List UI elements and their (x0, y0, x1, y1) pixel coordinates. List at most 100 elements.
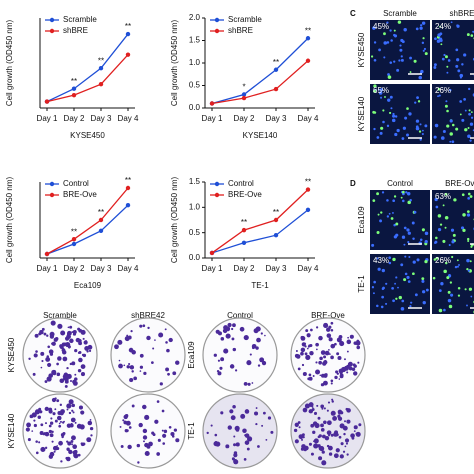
colony (142, 428, 148, 434)
colony (249, 353, 252, 356)
colony (146, 335, 151, 341)
colony (69, 423, 74, 428)
colony (311, 408, 315, 411)
cell (376, 231, 380, 235)
colony (74, 421, 77, 424)
cell (456, 259, 459, 262)
cell (372, 292, 375, 295)
colony (302, 371, 307, 377)
culture-plate (202, 317, 278, 393)
cell (401, 299, 405, 303)
cell (382, 109, 385, 112)
colony (80, 372, 86, 377)
colony (40, 446, 46, 452)
colony (312, 421, 318, 426)
cell (446, 109, 449, 113)
colony (90, 434, 93, 437)
colony (346, 419, 351, 424)
colony (310, 423, 315, 428)
colony (25, 427, 30, 432)
colony (68, 399, 74, 405)
y-tick-label: 1.5 (189, 177, 201, 186)
cell (394, 132, 398, 137)
cell (470, 245, 473, 248)
cell (463, 98, 466, 101)
column-label: shBRE (450, 9, 474, 18)
colony (86, 437, 92, 443)
colony (60, 409, 65, 414)
y-tick-label: 0.5 (189, 81, 201, 90)
y-tick-label: 0.0 (189, 253, 201, 262)
colony (151, 431, 155, 435)
cell (406, 228, 410, 232)
x-tick-label: Day 1 (202, 264, 223, 273)
cell (466, 210, 470, 213)
colony (34, 333, 39, 338)
colony (146, 444, 151, 449)
x-tick-label: Day 3 (91, 264, 112, 273)
colony (355, 431, 361, 437)
y-tick-label: 1.0 (189, 58, 201, 67)
colony (327, 401, 331, 404)
cell (468, 287, 473, 291)
colony (337, 356, 342, 361)
cell (453, 198, 457, 202)
cell (469, 260, 472, 263)
colony (64, 379, 69, 384)
cell (386, 41, 390, 44)
cell (395, 276, 398, 279)
cell (378, 91, 383, 95)
colony (320, 350, 326, 355)
x-tick-label: Day 3 (91, 114, 112, 123)
cell (441, 57, 445, 61)
micrograph (432, 84, 474, 144)
x-tick-label: Day 2 (234, 264, 255, 273)
colony (331, 400, 334, 403)
cell (449, 132, 453, 136)
cell (422, 49, 425, 52)
colony (61, 342, 66, 347)
cell (416, 96, 419, 100)
colony (45, 357, 51, 362)
colony (318, 456, 323, 461)
cell (392, 257, 396, 262)
colony (125, 429, 129, 433)
legend-label: BRE-Ove (63, 190, 97, 199)
colony (89, 419, 92, 421)
colony (122, 419, 125, 422)
colony (312, 375, 315, 377)
cell (380, 88, 384, 92)
colony (77, 338, 82, 343)
colony (44, 431, 50, 437)
percent-label: 43% (373, 256, 389, 265)
cell (435, 205, 439, 209)
cell (393, 195, 397, 198)
colony (219, 366, 223, 370)
colony (82, 442, 86, 446)
colony (308, 373, 312, 377)
colony (46, 334, 49, 337)
cell (433, 258, 437, 261)
cell (457, 69, 461, 73)
column-label: Scramble (43, 311, 77, 320)
colony (86, 350, 89, 353)
colony (261, 360, 267, 366)
cell (403, 226, 407, 230)
colony (126, 365, 130, 369)
cell (445, 100, 448, 103)
row-label: TE-1 (187, 422, 196, 440)
data-point (71, 237, 77, 242)
colony (44, 380, 48, 383)
colony (28, 357, 31, 360)
data-point (98, 65, 104, 71)
cell (381, 295, 384, 299)
colony (68, 411, 72, 415)
colony (142, 404, 147, 410)
cell (450, 293, 454, 297)
colony (310, 328, 313, 332)
cell (451, 123, 455, 127)
cell (393, 235, 398, 239)
cell (388, 212, 391, 215)
cell (371, 286, 375, 289)
cell (390, 39, 393, 42)
